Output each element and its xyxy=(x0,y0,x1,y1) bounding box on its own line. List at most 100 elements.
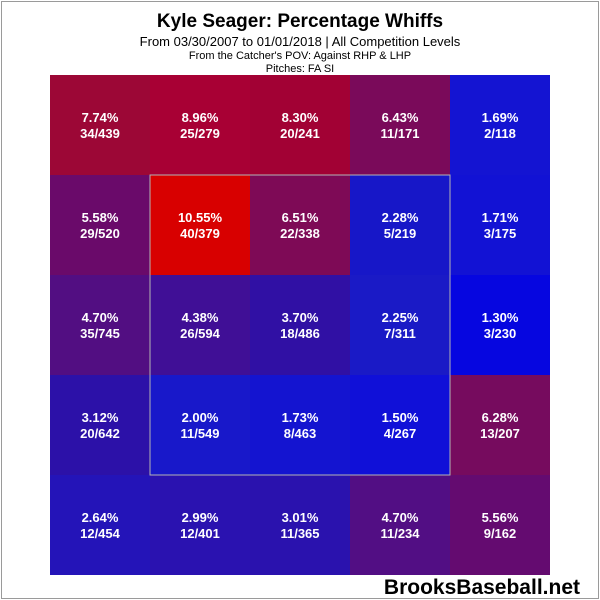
cell-percentage-label: 3.12% xyxy=(82,410,119,425)
heatmap-cell-r3-c2: 4.38%26/594 xyxy=(150,275,250,375)
cell-count-label: 13/207 xyxy=(480,426,520,441)
cell-percentage-label: 8.30% xyxy=(282,110,319,125)
cell-percentage-label: 2.99% xyxy=(182,510,219,525)
cell-percentage-label: 7.74% xyxy=(82,110,119,125)
cell-count-label: 5/219 xyxy=(384,226,417,241)
cell-percentage-label: 1.50% xyxy=(382,410,419,425)
cell-percentage-label: 1.73% xyxy=(282,410,319,425)
cell-percentage-label: 1.30% xyxy=(482,310,519,325)
cell-percentage-label: 3.01% xyxy=(282,510,319,525)
cell-rect xyxy=(350,475,450,575)
cell-rect xyxy=(250,375,350,475)
cell-rect xyxy=(450,375,550,475)
cell-count-label: 29/520 xyxy=(80,226,120,241)
heatmap-cell-r4-c1: 3.12%20/642 xyxy=(50,375,150,475)
cell-rect xyxy=(150,375,250,475)
heatmap-cell-r3-c3: 3.70%18/486 xyxy=(250,275,350,375)
cell-rect xyxy=(150,175,250,275)
cell-percentage-label: 2.00% xyxy=(182,410,219,425)
cell-percentage-label: 4.38% xyxy=(182,310,219,325)
cell-count-label: 4/267 xyxy=(384,426,417,441)
cell-count-label: 11/549 xyxy=(180,426,219,441)
cell-count-label: 25/279 xyxy=(180,126,220,141)
heatmap-cell-r3-c5: 1.30%3/230 xyxy=(450,275,550,375)
cell-rect xyxy=(350,275,450,375)
cell-rect xyxy=(50,475,150,575)
cell-rect xyxy=(450,75,550,175)
cell-count-label: 26/594 xyxy=(180,326,221,341)
heatmap-cell-r5-c3: 3.01%11/365 xyxy=(250,475,350,575)
cell-count-label: 20/642 xyxy=(80,426,120,441)
cell-percentage-label: 2.28% xyxy=(382,210,419,225)
heatmap-cell-r1-c1: 7.74%34/439 xyxy=(50,75,150,175)
cell-count-label: 3/175 xyxy=(484,226,517,241)
heatmap-cell-r5-c5: 5.56%9/162 xyxy=(450,475,550,575)
cell-count-label: 35/745 xyxy=(80,326,120,341)
cell-percentage-label: 4.70% xyxy=(382,510,419,525)
cell-rect xyxy=(250,75,350,175)
cell-count-label: 20/241 xyxy=(280,126,320,141)
heatmap-cell-r1-c4: 6.43%11/171 xyxy=(350,75,450,175)
cell-count-label: 7/311 xyxy=(384,326,416,341)
cell-percentage-label: 6.51% xyxy=(282,210,319,225)
cell-percentage-label: 10.55% xyxy=(178,210,223,225)
pov-label: From the Catcher's POV: Against RHP & LH… xyxy=(188,50,412,62)
cell-rect xyxy=(50,75,150,175)
cell-count-label: 11/171 xyxy=(380,126,419,141)
cell-percentage-label: 5.56% xyxy=(482,510,519,525)
heatmap-cell-r1-c2: 8.96%25/279 xyxy=(150,75,250,175)
cell-percentage-label: 3.70% xyxy=(282,310,319,325)
cell-count-label: 18/486 xyxy=(280,326,320,341)
chart-subtitle: From 03/30/2007 to 01/01/2018 | All Comp… xyxy=(139,34,461,49)
strike-zone-outline xyxy=(149,174,451,476)
cell-count-label: 22/338 xyxy=(280,226,320,241)
heatmap-cell-r1-c5: 1.69%2/118 xyxy=(450,75,550,175)
cell-percentage-label: 1.71% xyxy=(482,210,519,225)
cell-count-label: 11/234 xyxy=(380,526,420,541)
cell-percentage-label: 5.58% xyxy=(82,210,119,225)
cell-rect xyxy=(350,175,450,275)
cell-rect xyxy=(50,275,150,375)
cell-percentage-label: 6.43% xyxy=(382,110,419,125)
cell-rect xyxy=(250,475,350,575)
heatmap-cell-r4-c3: 1.73%8/463 xyxy=(250,375,350,475)
heatmap-cell-r5-c4: 4.70%11/234 xyxy=(350,475,450,575)
cell-rect xyxy=(450,275,550,375)
heatmap-cell-r4-c4: 1.50%4/267 xyxy=(350,375,450,475)
heatmap-cell-r2-c1: 5.58%29/520 xyxy=(50,175,150,275)
cell-count-label: 3/230 xyxy=(484,326,517,341)
heatmap-cell-r4-c2: 2.00%11/549 xyxy=(150,375,250,475)
cell-count-label: 40/379 xyxy=(180,226,220,241)
heatmap-cell-r2-c3: 6.51%22/338 xyxy=(250,175,350,275)
cell-rect xyxy=(450,475,550,575)
heatmap-cell-r5-c1: 2.64%12/454 xyxy=(50,475,150,575)
cell-percentage-label: 4.70% xyxy=(82,310,119,325)
cell-rect xyxy=(50,175,150,275)
cell-count-label: 11/365 xyxy=(280,526,319,541)
cell-rect xyxy=(150,75,250,175)
cell-count-label: 8/463 xyxy=(284,426,317,441)
cell-rect xyxy=(150,275,250,375)
heatmap-cell-r5-c2: 2.99%12/401 xyxy=(150,475,250,575)
pitches-label: Pitches: FA SI xyxy=(265,63,335,75)
cell-percentage-label: 8.96% xyxy=(182,110,219,125)
heatmap-cell-r3-c4: 2.25%7/311 xyxy=(350,275,450,375)
cell-rect xyxy=(450,175,550,275)
cell-count-label: 9/162 xyxy=(484,526,517,541)
cell-rect xyxy=(250,175,350,275)
cell-count-label: 34/439 xyxy=(80,126,120,141)
heatmap-cell-r2-c2: 10.55%40/379 xyxy=(150,175,250,275)
chart-title: Kyle Seager: Percentage Whiffs xyxy=(156,11,444,32)
cell-percentage-label: 2.25% xyxy=(382,310,419,325)
cell-percentage-label: 6.28% xyxy=(482,410,519,425)
watermark-brooksbaseball: BrooksBaseball.net xyxy=(383,576,580,599)
cell-percentage-label: 1.69% xyxy=(482,110,519,125)
cell-count-label: 12/401 xyxy=(180,526,220,541)
heatmap-cell-r1-c3: 8.30%20/241 xyxy=(250,75,350,175)
cell-rect xyxy=(350,375,450,475)
heatmap-cell-r2-c5: 1.71%3/175 xyxy=(450,175,550,275)
cell-rect xyxy=(350,75,450,175)
cell-rect xyxy=(150,475,250,575)
